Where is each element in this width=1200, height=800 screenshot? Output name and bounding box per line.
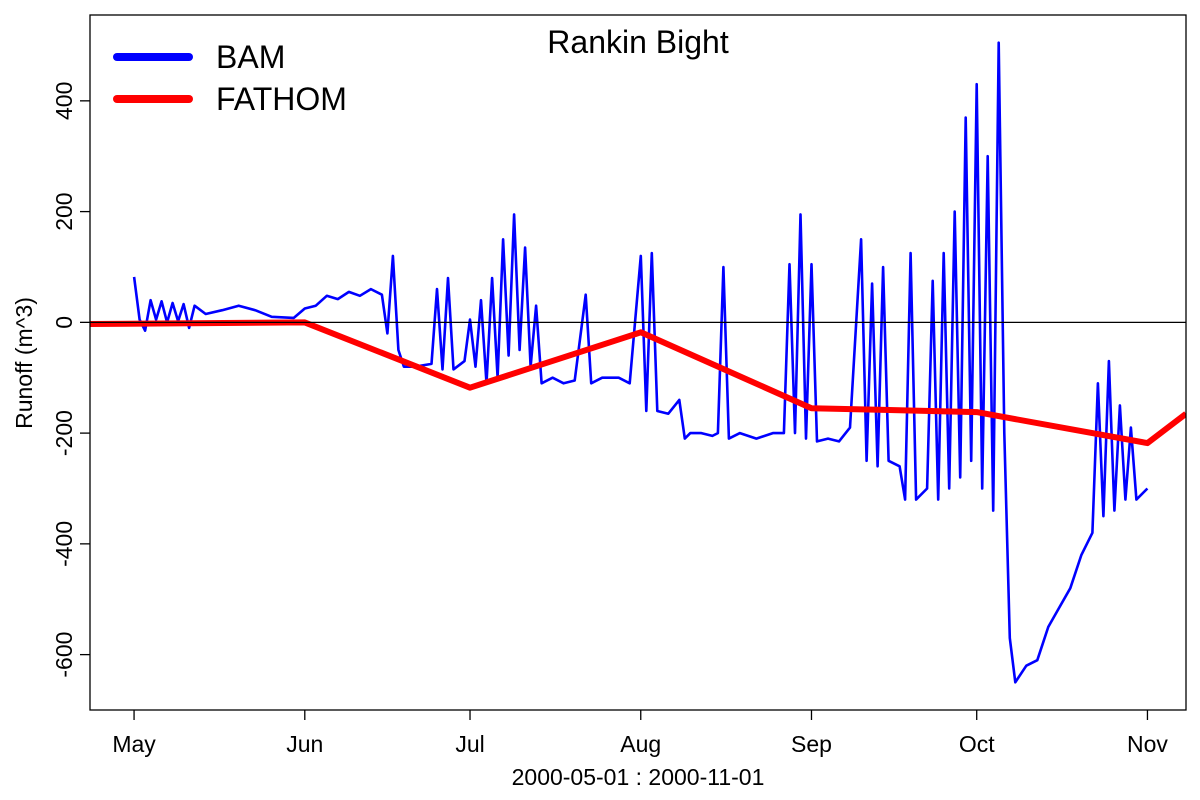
plot-frame (89, 14, 1187, 711)
y-tick-label: -200 (51, 410, 77, 456)
legend-label-bam: BAM (216, 39, 285, 75)
x-tick-label: Nov (1127, 731, 1168, 757)
x-tick-label: Jul (455, 731, 484, 757)
y-axis-label: Runoff (m^3) (11, 297, 37, 429)
y-tick-label: 400 (51, 82, 77, 120)
x-tick-label: Oct (959, 731, 995, 757)
x-tick-label: Jun (286, 731, 323, 757)
y-tick-label: -600 (51, 632, 77, 678)
y-tick-label: 0 (51, 316, 77, 329)
series-line-fathom (90, 319, 1186, 447)
x-axis: May Jun Jul Aug Sep Oct Nov (112, 710, 1168, 757)
y-axis: -600 -400 -200 0 200 400 (51, 82, 90, 678)
legend-label-fathom: FATHOM (216, 81, 347, 117)
series-layer (90, 41, 1186, 684)
series-line-bam (132, 41, 1149, 684)
x-axis-label: 2000-05-01 : 2000-11-01 (512, 764, 765, 790)
y-tick-label: -400 (51, 521, 77, 567)
x-tick-label: May (112, 731, 156, 757)
y-tick-label: 200 (51, 192, 77, 230)
legend: BAM FATHOM (113, 39, 347, 117)
x-tick-label: Sep (791, 731, 832, 757)
x-tick-label: Aug (620, 731, 661, 757)
chart-title: Rankin Bight (547, 24, 729, 60)
